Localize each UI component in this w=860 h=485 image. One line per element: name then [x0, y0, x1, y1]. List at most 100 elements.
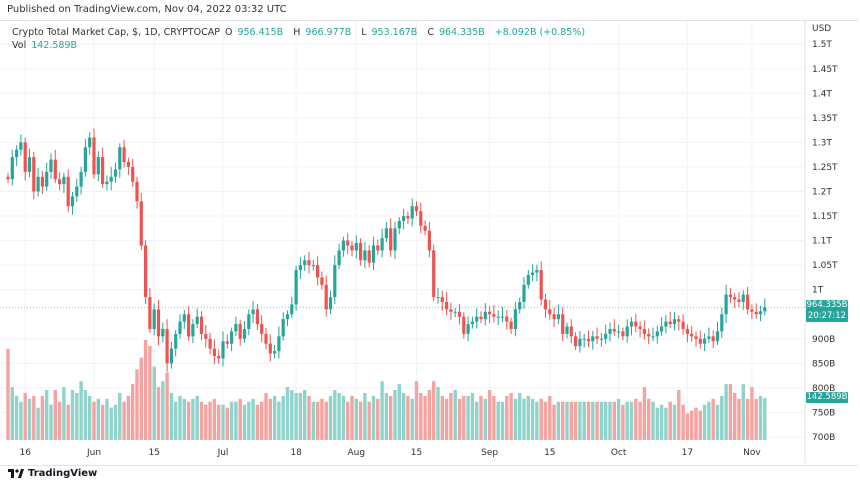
candle-body — [23, 142, 27, 172]
volume-bar — [14, 395, 19, 440]
candle-body — [242, 328, 247, 339]
candle-body — [212, 348, 216, 356]
last-price: 964.335B — [806, 300, 848, 310]
volume-bar — [720, 395, 724, 440]
volume-bar — [436, 387, 440, 440]
volume-bar — [281, 395, 285, 440]
price-axis-label: 1.1T — [812, 237, 832, 247]
candle-body — [328, 297, 333, 310]
candle-body — [612, 328, 616, 332]
volume-value: 142.589B — [31, 40, 78, 51]
volume-bar — [165, 372, 169, 440]
candle-body — [569, 326, 573, 337]
volume-bar — [500, 401, 505, 440]
volume-bar — [320, 398, 324, 440]
volume-bar — [518, 392, 522, 440]
candle-body — [174, 333, 178, 349]
volume-bar — [530, 398, 535, 440]
price-axis-label: 1.15T — [812, 212, 838, 222]
volume-bar — [6, 348, 10, 440]
price-axis-label: 1.5T — [812, 40, 832, 50]
candle-body — [101, 157, 105, 185]
volume-bar — [543, 401, 548, 440]
volume-bar — [57, 401, 62, 440]
volume-bar — [204, 404, 208, 440]
date-axis-label: 18 — [290, 448, 302, 458]
candle-body — [694, 336, 698, 339]
change-value: +8.092B (+0.85%) — [494, 27, 586, 38]
volume-bar — [655, 407, 659, 440]
candle-body — [591, 336, 595, 342]
currency-label: USD — [812, 24, 831, 34]
candle-body — [651, 336, 655, 338]
volume-bar — [371, 395, 376, 440]
candle-body — [531, 272, 535, 275]
volume-bar — [169, 392, 174, 440]
date-axis-label: 15 — [411, 448, 422, 458]
volume-bar — [354, 398, 358, 440]
candle-body — [27, 157, 32, 172]
candle-body — [70, 196, 75, 207]
candle-body — [660, 326, 664, 332]
volume-bar — [143, 340, 148, 440]
candle-body — [118, 147, 122, 170]
date-axis-label: 15 — [544, 448, 555, 458]
candle-body — [354, 243, 358, 251]
candle-body — [535, 270, 539, 273]
close-label: C — [427, 27, 434, 38]
candle-body — [457, 311, 462, 317]
tradingview-logo-icon — [8, 468, 24, 478]
candle-body — [595, 336, 599, 339]
volume-bar — [621, 404, 625, 440]
price-axis-label: 900B — [812, 335, 835, 345]
volume-bar — [569, 401, 573, 440]
volume-bar — [328, 395, 333, 440]
tradingview-logo[interactable]: TradingView — [8, 468, 97, 479]
volume-bar — [487, 390, 492, 440]
price-axis-label: 1.05T — [812, 261, 838, 271]
volume-bar — [247, 401, 251, 440]
candle-body — [230, 331, 234, 344]
volume-bar — [414, 381, 419, 440]
symbol-title[interactable]: Crypto Total Market Cap, $, 1D, CRYPTOCA… — [12, 27, 220, 38]
candle-body — [677, 319, 681, 322]
volume-bar — [341, 395, 346, 440]
volume-bar — [578, 401, 582, 440]
candle-body — [733, 297, 737, 300]
candle-body — [410, 206, 414, 219]
volume-label: Vol — [12, 40, 27, 51]
chart-frame[interactable] — [0, 20, 858, 466]
volume-bar — [401, 392, 406, 440]
volume-bar — [479, 395, 483, 440]
candle-body — [617, 331, 621, 333]
candle-body — [496, 316, 500, 318]
volume-bar — [290, 390, 294, 440]
candle-body — [586, 338, 591, 342]
candle-body — [66, 176, 70, 207]
candle-body — [406, 216, 410, 219]
high-label: H — [293, 27, 301, 38]
price-axis-label: 1.4T — [812, 89, 832, 99]
volume-bar — [268, 398, 272, 440]
candle-body — [505, 316, 509, 322]
volume-bar — [294, 392, 298, 440]
candle-body — [165, 328, 169, 364]
volume-bar — [221, 404, 225, 440]
volume-bar — [182, 398, 186, 440]
candle-body — [397, 220, 401, 229]
volume-bar — [75, 392, 79, 440]
candle-body — [341, 240, 345, 251]
candle-body — [462, 316, 466, 334]
volume-bar — [346, 401, 350, 440]
candle-body — [40, 176, 44, 187]
volume-bar — [496, 401, 500, 440]
candle-body — [199, 316, 204, 334]
candle-body — [672, 319, 677, 325]
volume-bar — [664, 407, 668, 440]
candle-body — [45, 171, 49, 187]
candle-body — [500, 316, 505, 318]
candle-body — [715, 331, 720, 342]
candle-body — [79, 171, 83, 187]
price-axis-label: 800B — [812, 384, 835, 394]
